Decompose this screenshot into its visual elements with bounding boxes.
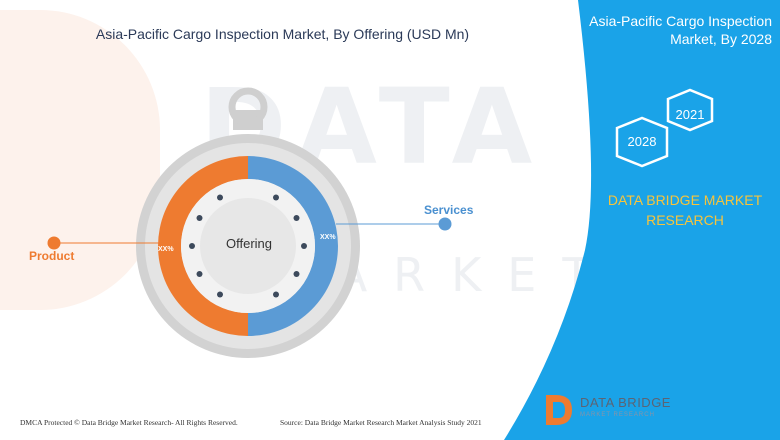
brand-title-line-2: RESEARCH bbox=[646, 212, 724, 228]
clock-tick-dot bbox=[196, 271, 203, 277]
center-label: Offering bbox=[225, 236, 272, 251]
year-2028-label: 2028 bbox=[627, 134, 657, 149]
product-legend-label: Product bbox=[29, 249, 75, 263]
year-2021-label: 2021 bbox=[675, 107, 705, 122]
clock-tick-dot bbox=[301, 243, 307, 249]
clock-tick-dot bbox=[293, 271, 300, 277]
panel-title-line-1: Asia-Pacific Cargo Inspection bbox=[589, 13, 772, 29]
logo-name: DATA BRIDGE bbox=[580, 395, 671, 410]
brand-title: DATA BRIDGE MARKET RESEARCH bbox=[590, 190, 780, 230]
panel-title-line-2: Market, By 2028 bbox=[670, 31, 772, 47]
clock-tick-dot bbox=[189, 243, 195, 249]
clock-tick-dot bbox=[293, 215, 300, 221]
services-legend-label: Services bbox=[424, 203, 474, 217]
services-slice bbox=[248, 156, 338, 336]
product-slice bbox=[158, 156, 248, 336]
clock-tick-dot bbox=[273, 194, 279, 201]
hexagon-2028-icon bbox=[615, 116, 669, 168]
brand-title-line-1: DATA BRIDGE MARKET bbox=[607, 192, 763, 208]
clock-tick-dot bbox=[273, 291, 279, 298]
hexagon-2021-icon bbox=[666, 88, 714, 132]
stopwatch-crown-icon bbox=[228, 87, 268, 130]
clock-tick-dot bbox=[217, 291, 223, 298]
services-marker bbox=[438, 217, 452, 231]
clock-tick-dot bbox=[217, 194, 223, 201]
logo-tagline: MARKET RESEARCH bbox=[580, 412, 655, 418]
panel-title: Asia-Pacific Cargo Inspection Market, By… bbox=[552, 12, 772, 48]
product-marker bbox=[47, 236, 61, 250]
data-bridge-logo-icon bbox=[546, 395, 572, 425]
services-percentage-label: XX% bbox=[320, 234, 336, 241]
footer-source: Source: Data Bridge Market Research Mark… bbox=[280, 418, 482, 427]
footer-copyright: DMCA Protected © Data Bridge Market Rese… bbox=[20, 418, 238, 427]
chart-title: Asia-Pacific Cargo Inspection Market, By… bbox=[95, 26, 470, 42]
center-disc bbox=[200, 198, 296, 294]
clock-tick-dot bbox=[196, 215, 203, 221]
watermark-logo bbox=[0, 10, 160, 310]
product-percentage-label: XX% bbox=[158, 246, 174, 253]
